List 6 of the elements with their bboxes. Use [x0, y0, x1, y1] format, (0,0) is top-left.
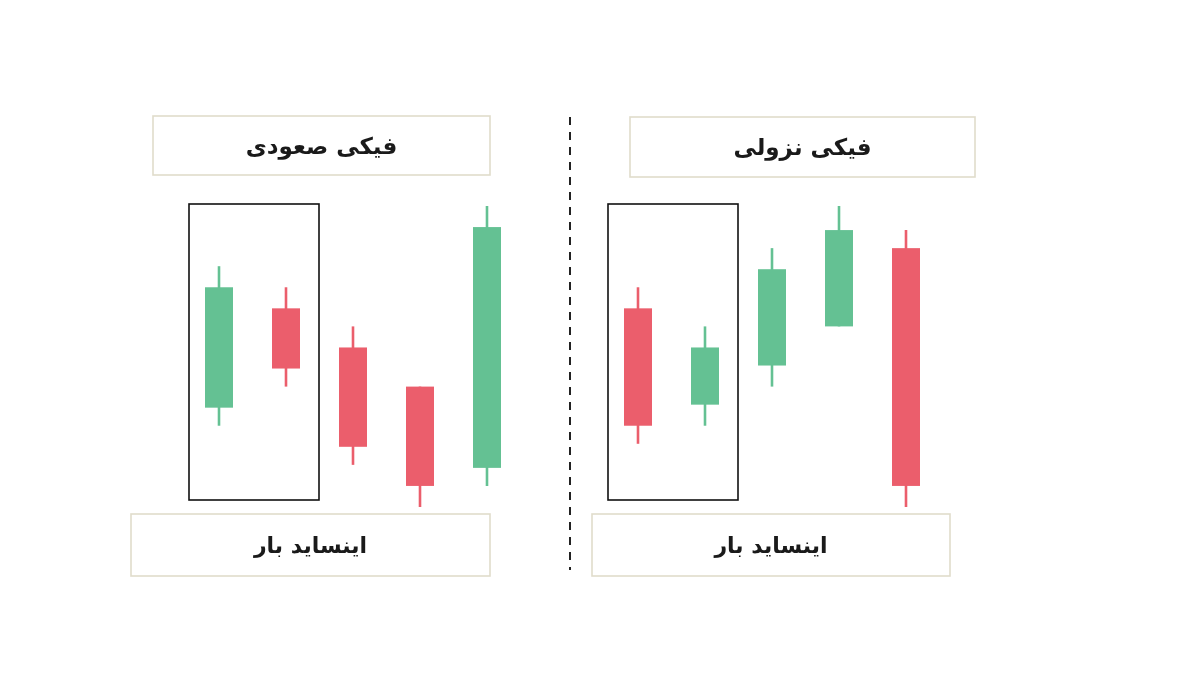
- chart-title: فیکی صعودی: [245, 132, 398, 160]
- annotation: اینساید بار: [130, 513, 491, 577]
- title: فیکی صعودی: [152, 115, 491, 176]
- annotation: اینساید بار: [591, 513, 951, 577]
- title: فیکی نزولی: [629, 116, 976, 178]
- chart-title: فیکی نزولی: [733, 134, 872, 161]
